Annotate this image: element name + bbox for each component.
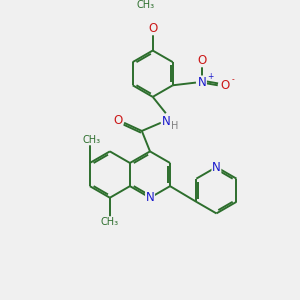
Text: CH₃: CH₃	[137, 0, 155, 10]
Text: -: -	[231, 75, 234, 84]
Text: O: O	[148, 22, 158, 35]
Text: O: O	[221, 79, 230, 92]
Text: H: H	[171, 121, 179, 131]
Text: +: +	[207, 72, 213, 81]
Text: N: N	[146, 191, 154, 204]
Text: CH₃: CH₃	[82, 135, 100, 145]
Text: N: N	[198, 76, 206, 89]
Text: N: N	[161, 115, 170, 128]
Text: O: O	[197, 54, 207, 67]
Text: O: O	[113, 113, 123, 127]
Text: CH₃: CH₃	[101, 217, 119, 227]
Text: N: N	[212, 160, 221, 174]
